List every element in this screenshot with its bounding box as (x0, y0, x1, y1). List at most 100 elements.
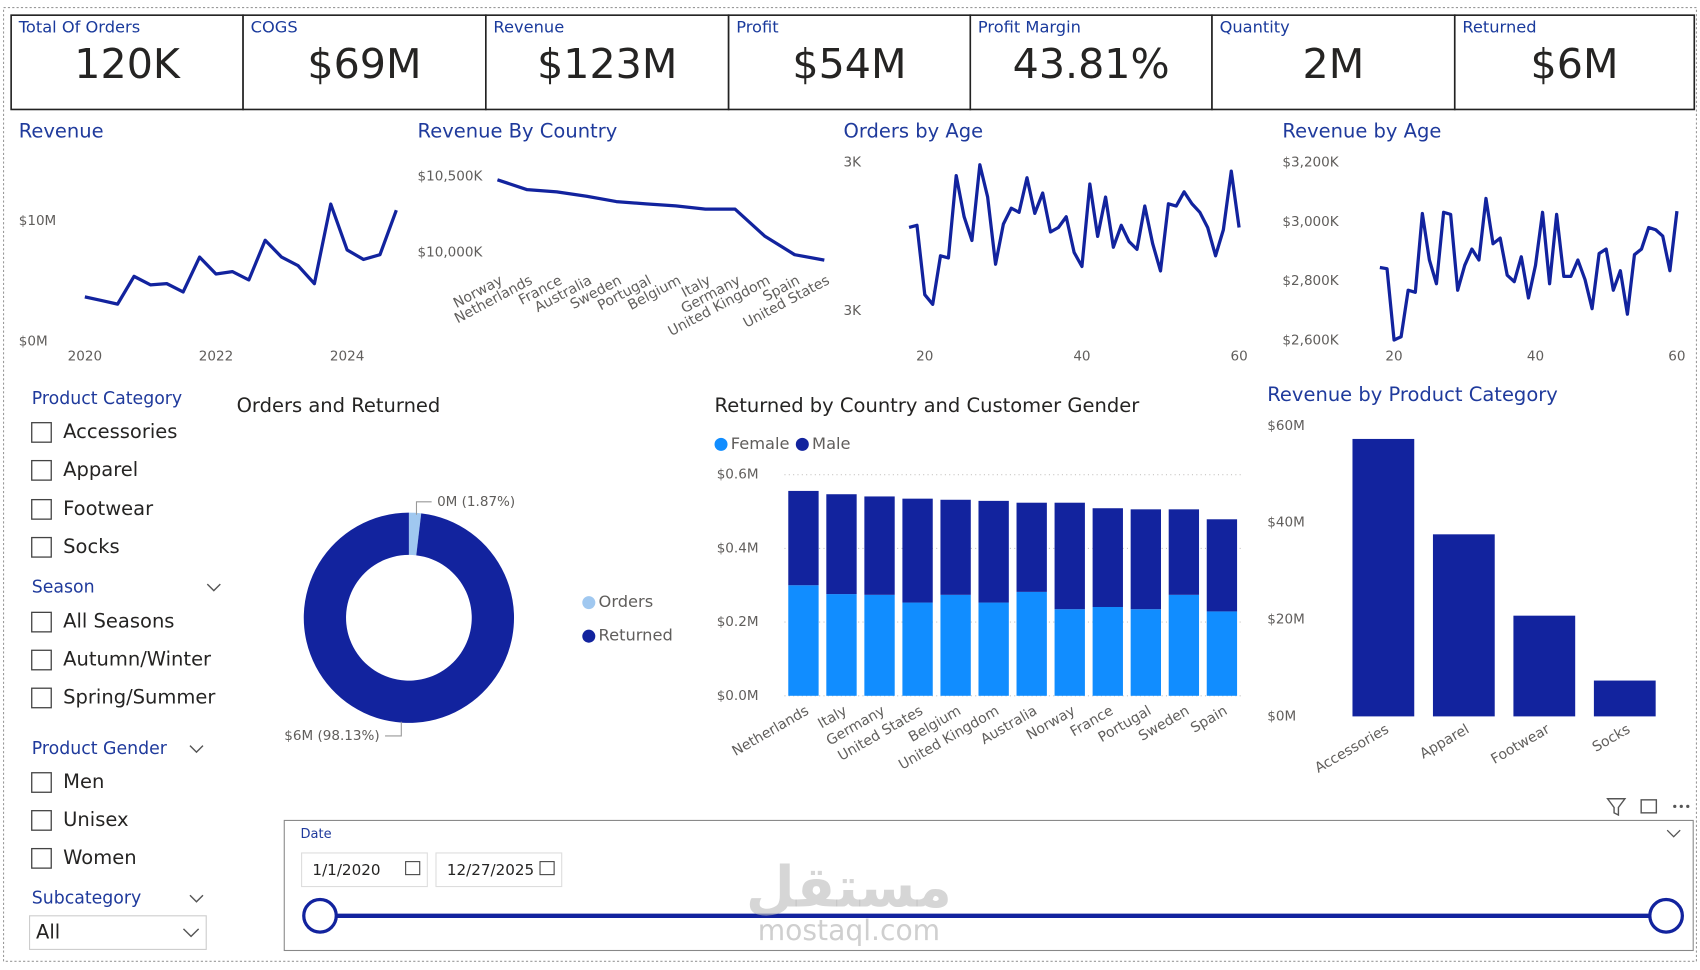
slicer-chevron[interactable] (189, 745, 204, 754)
slicer-item[interactable]: Footwear (63, 497, 154, 520)
bar (1513, 615, 1576, 717)
slicer-item[interactable]: Apparel (63, 458, 138, 481)
bar-segment (902, 498, 933, 603)
donut-slice (303, 512, 515, 723)
checkbox[interactable] (31, 687, 52, 709)
watermark-latin: mostaql.com (758, 914, 940, 947)
slicer-item[interactable]: Spring/Summer (63, 685, 216, 708)
filter-icon[interactable] (1606, 798, 1627, 817)
data-label: 0M (1.87%) (437, 494, 515, 510)
chart-title: Revenue (19, 120, 104, 143)
slicer-item[interactable]: Women (63, 846, 136, 869)
kpi-card (969, 14, 1213, 111)
leader-line (415, 501, 432, 515)
legend-marker (714, 437, 728, 451)
kpi-card (242, 14, 487, 111)
line-series (908, 163, 1241, 306)
y-tick-label: $3,200K (1282, 155, 1339, 171)
y-tick-label: $40M (1267, 515, 1305, 531)
kpi-label: Returned (1462, 18, 1536, 37)
date-input[interactable] (301, 852, 428, 888)
donut-slice (408, 512, 422, 556)
kpi-label: Profit (736, 18, 778, 37)
slicer-chevron[interactable] (189, 894, 204, 903)
x-tick-label: 2024 (330, 349, 364, 365)
bar (1432, 534, 1495, 717)
checkbox[interactable] (31, 611, 52, 633)
kpi-value: $54M (792, 40, 906, 88)
checkbox[interactable] (31, 810, 52, 831)
kpi-card (10, 14, 244, 111)
bar-segment (864, 594, 895, 696)
slicer-item[interactable]: All Seasons (63, 610, 174, 633)
checkbox[interactable] (31, 498, 52, 520)
focus-icon[interactable] (1640, 799, 1658, 814)
checkbox[interactable] (31, 847, 52, 869)
kpi-value: 43.81% (1013, 40, 1170, 88)
bar-segment (1206, 519, 1238, 612)
bar-segment (826, 594, 857, 696)
y-tick-label: $60M (1267, 418, 1305, 434)
kpi-card (1453, 14, 1696, 111)
slicer-item[interactable]: Socks (63, 535, 119, 558)
kpi-label: Revenue (493, 18, 564, 37)
slicer-item[interactable]: Accessories (63, 420, 177, 443)
slicer-title: Subcategory (32, 888, 142, 908)
kpi-label: Quantity (1220, 18, 1291, 37)
checkbox[interactable] (31, 536, 52, 558)
y-tick-label: $10,500K (418, 169, 484, 185)
x-tick-label: 60 (1230, 349, 1247, 365)
kpi-label: COGS (251, 18, 298, 37)
y-tick-label: $10M (19, 213, 57, 229)
legend-label: Female (731, 434, 790, 453)
bar-segment (940, 499, 971, 595)
slicer-item[interactable]: Autumn/Winter (63, 648, 212, 671)
y-tick-label: $2,600K (1282, 332, 1339, 348)
y-tick-label: $3,000K (1282, 214, 1339, 230)
kpi-value: 120K (74, 40, 181, 88)
kpi-label: Total Of Orders (18, 18, 140, 37)
y-tick-label: $0.6M (717, 467, 759, 483)
bar-segment (1130, 609, 1161, 696)
slider-handle[interactable] (302, 897, 338, 934)
chart-title: Orders and Returned (237, 394, 441, 417)
checkbox[interactable] (31, 772, 52, 793)
slicer-item[interactable]: Unisex (63, 808, 128, 831)
bar-segment (788, 585, 819, 696)
bar-segment (1016, 502, 1047, 592)
checkbox[interactable] (31, 649, 52, 671)
checkbox[interactable] (31, 459, 52, 481)
watermark-arabic: مستقل (746, 855, 952, 920)
chart-title: Revenue by Product Category (1267, 383, 1558, 406)
x-tick-label: 20 (916, 349, 933, 365)
data-label: $6M (98.13%) (284, 728, 379, 744)
slider-handle[interactable] (1648, 897, 1684, 934)
dropdown-chevron (182, 928, 200, 938)
date-input[interactable] (435, 852, 563, 888)
more-icon[interactable] (1673, 804, 1690, 808)
kpi-value: $6M (1531, 40, 1619, 88)
legend-marker (582, 629, 596, 643)
bar-segment (1054, 502, 1085, 610)
x-tick-label: 40 (1073, 349, 1090, 365)
slicer-chevron[interactable] (206, 583, 221, 592)
line-series (496, 178, 825, 262)
slicer-title: Season (32, 577, 95, 597)
bar-segment (788, 490, 819, 586)
dropdown[interactable] (29, 915, 207, 950)
bar-segment (1206, 611, 1238, 696)
checkbox[interactable] (31, 422, 52, 443)
visual-header (1606, 798, 1690, 817)
date-chevron[interactable] (1666, 829, 1681, 838)
slicer-item[interactable]: Men (63, 770, 104, 793)
calendar-icon (405, 861, 421, 876)
bar-segment (902, 602, 933, 696)
bar (1593, 680, 1656, 717)
y-tick-label: $0.0M (717, 688, 759, 704)
bar-segment (864, 496, 895, 595)
slicer-title: Product Gender (32, 739, 168, 759)
legend-label: Male (812, 434, 851, 453)
y-tick-label: $10,000K (418, 245, 484, 261)
